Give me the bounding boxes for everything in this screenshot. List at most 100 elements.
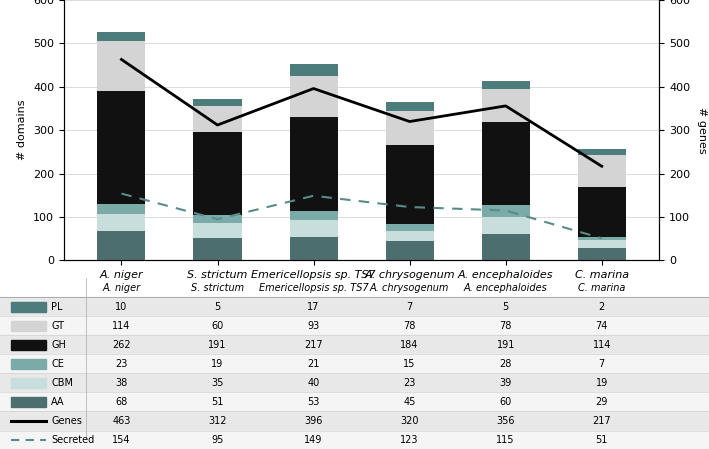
Text: 38: 38 [116,378,128,388]
Text: PL: PL [51,302,62,312]
Text: 78: 78 [499,321,512,331]
Bar [11,302,46,312]
Text: 396: 396 [304,416,323,426]
Text: A. encephaloides: A. encephaloides [464,283,547,293]
Bar [0,411,709,431]
Text: 23: 23 [403,378,415,388]
Text: 217: 217 [304,340,323,350]
Text: 217: 217 [593,416,611,426]
Text: 320: 320 [401,416,419,426]
Bar [0,392,709,411]
Text: 68: 68 [116,397,128,407]
Bar [97,37,145,260]
Text: 19: 19 [596,378,608,388]
Bar [0,354,709,374]
Text: 17: 17 [308,302,320,312]
Bar [289,238,337,260]
Text: 5: 5 [503,302,509,312]
Bar [481,205,530,217]
Text: 19: 19 [211,359,223,369]
Bar [386,102,434,108]
Bar [481,86,530,88]
Text: 78: 78 [403,321,415,331]
Bar [386,108,434,111]
Text: 123: 123 [401,435,419,445]
Bar [97,231,145,260]
Text: 60: 60 [211,321,223,331]
Text: 95: 95 [211,435,224,445]
Text: 191: 191 [208,340,227,350]
Bar [11,378,46,388]
Text: 154: 154 [112,435,130,445]
Bar [578,155,626,187]
Text: 2: 2 [598,302,605,312]
Bar [194,215,242,223]
Text: C. marina: C. marina [578,283,625,293]
Bar [97,215,145,231]
Bar [481,123,530,205]
Bar [97,204,145,215]
Bar [289,76,337,117]
Text: 115: 115 [496,435,515,445]
Bar [0,335,709,354]
Text: 45: 45 [403,397,415,407]
Bar [578,240,626,248]
Text: AA: AA [51,397,65,407]
Bar [0,374,709,392]
Bar [11,359,46,369]
Bar [386,111,434,145]
Text: 39: 39 [500,378,512,388]
Text: 312: 312 [208,416,227,426]
Bar [386,224,434,231]
Bar [11,397,46,407]
Text: 356: 356 [496,416,515,426]
Bar [578,187,626,237]
Text: CE: CE [51,359,64,369]
Text: Emericellopsis sp. TS7: Emericellopsis sp. TS7 [259,283,369,293]
Text: S. strictum: S. strictum [191,283,244,293]
Text: Secreted: Secreted [51,435,94,445]
Text: 29: 29 [596,397,608,407]
Text: 35: 35 [211,378,224,388]
Text: Genes: Genes [51,416,82,426]
Text: 53: 53 [308,397,320,407]
Bar [289,69,337,76]
Bar [194,223,242,238]
Text: 28: 28 [499,359,512,369]
Bar [481,81,530,86]
Text: 74: 74 [596,321,608,331]
Bar [481,234,530,260]
Bar [97,41,145,91]
Bar [578,248,626,260]
Text: 262: 262 [112,340,130,350]
Bar [194,98,242,104]
Bar [289,211,337,220]
Bar [481,217,530,234]
Bar [578,154,626,260]
Text: 114: 114 [593,340,611,350]
Y-axis label: # genes: # genes [697,107,707,154]
Bar [386,241,434,260]
Bar [194,238,242,260]
Bar [578,154,626,155]
Bar [481,88,530,123]
Text: 7: 7 [598,359,605,369]
Text: 114: 114 [112,321,130,331]
Bar [194,132,242,215]
Bar [386,145,434,224]
Bar [11,340,46,350]
Bar [0,317,709,335]
Bar [194,104,242,106]
Text: 23: 23 [116,359,128,369]
Bar [386,231,434,241]
Bar [97,32,145,37]
Bar [0,431,709,449]
Text: 5: 5 [214,302,220,312]
Bar [11,321,46,331]
Bar [289,117,337,211]
Text: A. niger: A. niger [102,283,140,293]
Text: A. chrysogenum: A. chrysogenum [370,283,450,293]
Text: 463: 463 [112,416,130,426]
Y-axis label: # domains: # domains [18,100,28,160]
Text: 149: 149 [304,435,323,445]
